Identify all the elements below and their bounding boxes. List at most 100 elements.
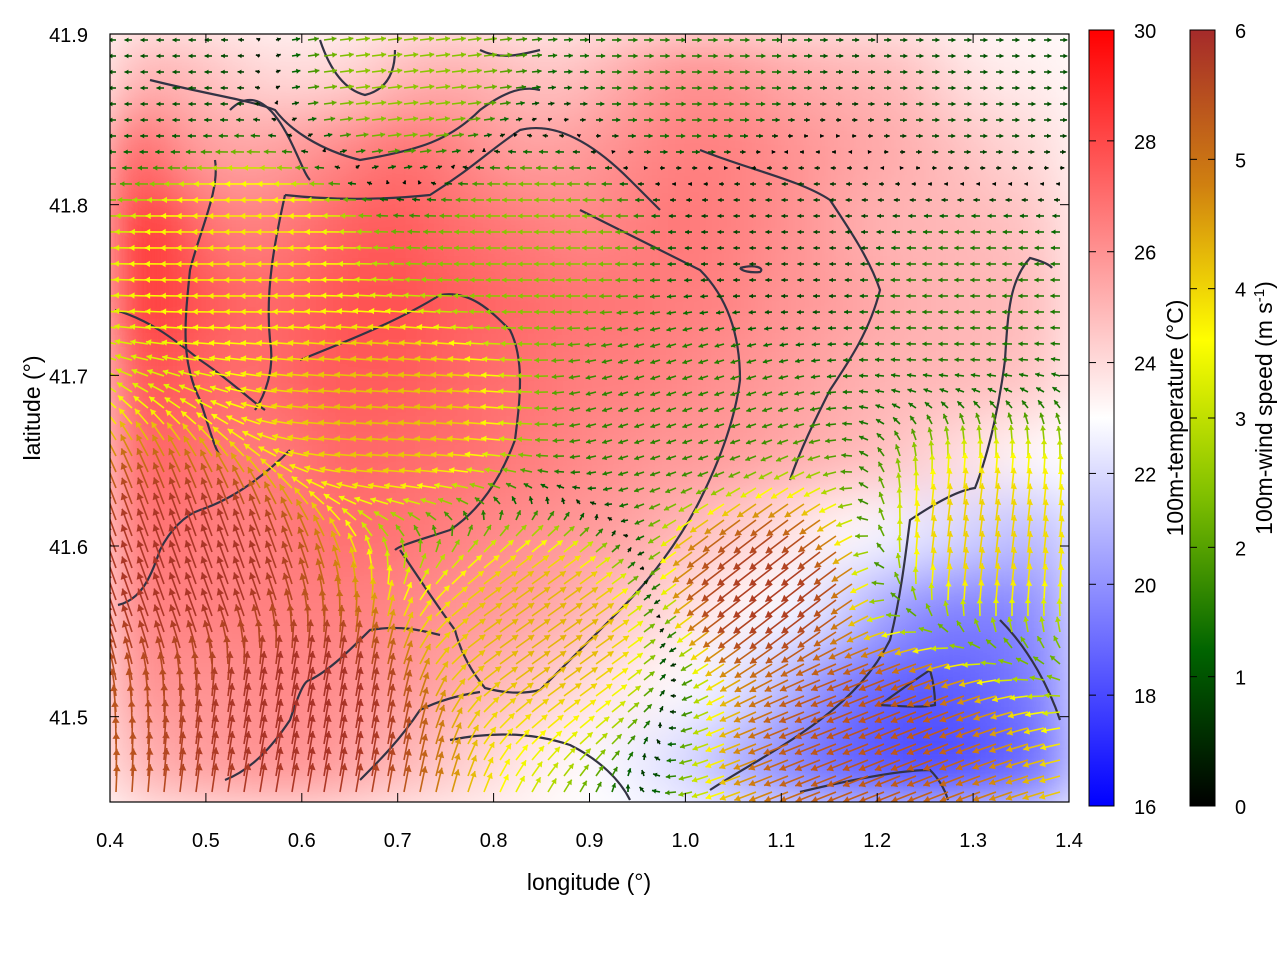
wind-arrow-head [458, 554, 464, 561]
heatmap-cell [110, 262, 158, 344]
wind-arrow-head [182, 165, 187, 171]
wind-arrow-head [454, 753, 461, 760]
wind-arrow-head [381, 84, 387, 90]
wind-arrow-head [526, 698, 533, 705]
wind-arrow-head [460, 52, 466, 58]
wind-arrow-head [635, 535, 641, 541]
wind-arrow-head [382, 419, 388, 427]
wind-arrow-head [318, 419, 325, 427]
wind-arrow-head [415, 467, 422, 474]
wind-arrow-head [340, 651, 348, 659]
heatmap-cell [975, 185, 1026, 267]
wind-arrow-head [378, 523, 384, 530]
wind-arrow-head [368, 482, 374, 489]
heatmap-cell [975, 723, 1026, 802]
wind-arrow-head [619, 701, 626, 707]
wind-arrow-head [626, 768, 632, 773]
wind-arrow-head [299, 573, 307, 581]
wind-arrow-head [140, 117, 145, 123]
wind-arrow-head [472, 724, 479, 732]
heatmap-cell [1021, 339, 1069, 420]
wind-arrow-head [260, 683, 268, 690]
wind-arrow-head [168, 508, 176, 516]
wind-arrow-head [584, 37, 589, 43]
wind-arrow-head [397, 116, 403, 122]
wind-arrow-head [164, 397, 171, 403]
wind-arrow-head [502, 181, 508, 187]
wind-arrow-head [272, 308, 278, 315]
heatmap-cell [564, 262, 615, 344]
wind-arrow-head [584, 342, 590, 348]
wind-arrow-head [620, 573, 627, 579]
wind-arrow-head [243, 683, 252, 690]
wind-arrow-head [286, 387, 293, 394]
wind-arrow-head [136, 434, 143, 442]
wind-arrow-head [160, 276, 166, 284]
wind-arrow-head [407, 626, 414, 633]
wind-arrow-head [389, 244, 395, 251]
wind-arrow-head [430, 419, 437, 427]
wind-arrow-head [308, 651, 316, 658]
wind-arrow-head [188, 53, 193, 59]
wind-arrow-head [319, 339, 325, 347]
wind-arrow-head [430, 451, 437, 458]
wind-arrow-head [388, 594, 396, 601]
wind-arrow-head [474, 497, 480, 503]
wind-arrow-head [492, 68, 498, 74]
wind-arrow-head [202, 620, 210, 628]
wind-arrow-head [338, 228, 344, 235]
wind-arrow-head [133, 396, 140, 402]
wind-arrow-head [492, 52, 497, 58]
wind-arrow-head [188, 85, 193, 91]
wind-arrow-head [302, 435, 309, 442]
wind-arrow-head [350, 387, 356, 395]
wind-arrow-head [413, 116, 419, 122]
wind-arrow-head [135, 421, 142, 428]
wind-arrow-head [405, 669, 413, 677]
wind-arrow-head [401, 308, 407, 315]
wind-arrow-head [365, 52, 370, 58]
wind-arrow-head [600, 326, 606, 332]
wind-arrow-head [241, 416, 248, 423]
wind-arrow-head [559, 667, 566, 674]
wind-arrow-head [272, 324, 278, 331]
wind-arrow-head [296, 499, 303, 507]
wind-arrow-head [552, 69, 557, 74]
heatmap-cell [1021, 185, 1069, 267]
wind-arrow-head [517, 277, 523, 283]
wind-arrow-head [111, 700, 119, 707]
wind-arrow-head [334, 371, 341, 379]
wind-arrow-head [287, 434, 294, 441]
wind-arrow-head [168, 435, 175, 442]
wind-arrow-head [153, 604, 161, 612]
wind-arrow-head [617, 37, 622, 43]
wind-arrow-head [650, 261, 655, 267]
wind-arrow-head [120, 524, 128, 532]
wind-arrow-head [303, 355, 309, 362]
wind-arrow-head [253, 117, 258, 123]
wind-arrow-head [575, 619, 583, 625]
wind-arrow-head [454, 213, 460, 219]
wind-arrow-head [271, 244, 278, 252]
wind-arrow-head [288, 244, 294, 252]
wind-arrow-head [224, 292, 230, 300]
wind-arrow-head [437, 751, 445, 759]
wind-arrow-head [650, 407, 656, 413]
wind-arrow-head [137, 165, 142, 171]
wind-arrow-head [163, 383, 170, 390]
wind-arrow-head [355, 244, 361, 251]
wind-arrow-head [651, 213, 656, 219]
wind-arrow-head [124, 101, 129, 107]
wind-arrow-head [409, 213, 414, 219]
wind-arrow-head [676, 524, 683, 531]
wind-arrow-head [433, 324, 439, 331]
wind-arrow-head [369, 578, 377, 584]
wind-arrow-head [101, 382, 107, 387]
wind-arrow-head [219, 620, 227, 628]
wind-arrow-head [276, 53, 281, 58]
wind-arrow-head [140, 133, 145, 139]
wind-arrow-head [660, 690, 665, 695]
wind-arrow-head [272, 260, 278, 268]
heatmap-cell [199, 646, 249, 728]
wind-arrow-head [523, 483, 529, 488]
